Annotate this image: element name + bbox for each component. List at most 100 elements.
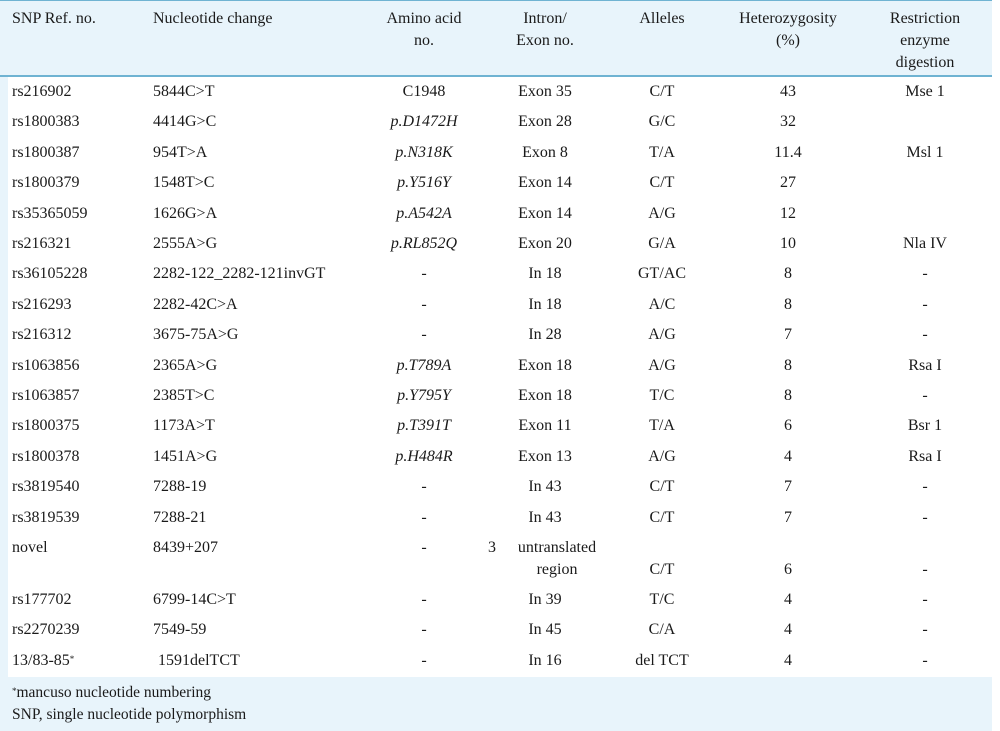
table-row: novel 8439+207 - 3 untranslated region C/T 6 - xyxy=(8,533,992,585)
cell-al: C/T xyxy=(649,478,675,496)
cell-snp: rs1800379 xyxy=(12,174,80,192)
cell-ie: Exon 11 xyxy=(518,417,572,435)
cell-al: del TCT xyxy=(635,651,689,669)
cell-re: - xyxy=(922,591,928,608)
table-row: rs1800375 1173A>T p.T391T Exon 11 T/A 6 Bsr 1 xyxy=(8,411,992,441)
cell-aa: p.A542A xyxy=(396,204,452,222)
cell-al: GT/AC xyxy=(638,265,686,283)
cell-ie: In 45 xyxy=(528,621,562,639)
table-row: rs35365059 1626G>A p.A542A Exon 14 A/G 12 xyxy=(8,199,992,229)
cell-nuc: 8439+207 xyxy=(153,539,219,556)
cell-ie: Exon 20 xyxy=(518,235,572,252)
cell-al: A/G xyxy=(648,326,676,344)
cell-het: 4 xyxy=(784,591,792,608)
cell-aa: - xyxy=(421,295,427,313)
table-row: rs1800383 4414G>C p.D1472H Exon 28 G/C 32 xyxy=(8,107,992,137)
table-row: rs216293 2282-42C>A - In 18 A/C 8 - xyxy=(8,290,992,320)
cell-aa: - xyxy=(421,508,427,526)
cell-re: - xyxy=(922,561,928,578)
cell-al: C/A xyxy=(648,621,676,639)
cell-nuc: 2282-122_2282-121invGT xyxy=(153,265,326,283)
cell-re: Rsa I xyxy=(908,447,942,465)
cell-re: - xyxy=(922,621,928,639)
cell-nuc: 2385T>C xyxy=(153,387,215,404)
cell-re: - xyxy=(922,265,928,283)
header-nucleotide-change: Nucleotide change xyxy=(153,10,273,27)
cell-re: Mse 1 xyxy=(905,83,945,100)
cell-re: Nla IV xyxy=(903,235,947,252)
header-restriction-enzyme: Restriction enzyme digestion xyxy=(889,10,961,71)
table-row: rs1800379 1548T>C p.Y516Y Exon 14 C/T 27 xyxy=(8,168,992,198)
cell-al: T/A xyxy=(649,417,675,435)
cell-re: - xyxy=(922,651,928,669)
cell-het: 8 xyxy=(784,356,792,374)
cell-het: 8 xyxy=(784,387,792,404)
cell-het: 4 xyxy=(784,651,792,669)
cell-ie: In 16 xyxy=(528,651,562,669)
cell-het: 6 xyxy=(784,417,792,435)
cell-snp: rs35365059 xyxy=(12,204,88,222)
table-row: rs216321 2555A>G p.RL852Q Exon 20 G/A 10 Nla I… xyxy=(8,229,992,259)
cell-het: 32 xyxy=(780,113,796,131)
cell-snp: rs2270239 xyxy=(12,621,80,639)
header-amino-acid: Amino acid no. xyxy=(386,10,462,49)
cell-snp: novel xyxy=(12,539,48,556)
cell-al: A/G xyxy=(648,447,676,465)
cell-snp: rs3819540 xyxy=(12,478,80,496)
cell-nuc: 1626G>A xyxy=(153,204,218,222)
cell-snp: rs3819539 xyxy=(12,508,80,526)
cell-re: - xyxy=(922,478,928,496)
cell-het: 10 xyxy=(780,235,796,252)
cell-snp: rs1800387 xyxy=(12,143,80,161)
cell-snp: 13/83-85* xyxy=(12,651,75,669)
cell-aa: - xyxy=(421,478,427,496)
cell-het: 8 xyxy=(784,295,792,313)
cell-het: 7 xyxy=(784,478,792,496)
footnote-abbreviation: SNP, single nucleotide polymorphism xyxy=(12,706,247,723)
cell-re: Rsa I xyxy=(908,356,942,374)
table-row: rs216902 5844C>T C1948 Exon 35 C/T 43 Mse 1 xyxy=(8,77,992,107)
header-intron-exon: Intron/ Exon no. xyxy=(516,10,574,49)
cell-aa: p.T789A xyxy=(396,356,452,374)
cell-het: 4 xyxy=(784,621,792,639)
cell-al: A/G xyxy=(648,356,676,374)
cell-ie: In 43 xyxy=(528,478,562,496)
cell-ie: untranslated xyxy=(517,539,597,556)
cell-re: - xyxy=(922,508,928,526)
cell-het: 43 xyxy=(780,83,796,100)
table-row: rs1063856 2365A>G p.T789A Exon 18 A/G 8 Rsa I xyxy=(8,351,992,381)
cell-het: 7 xyxy=(784,508,792,526)
cell-het: 8 xyxy=(784,265,792,283)
cell-nuc: 3675-75A>G xyxy=(153,326,239,344)
cell-ie: Exon 13 xyxy=(518,447,572,465)
cell-snp: rs1063857 xyxy=(12,387,80,404)
cell-ie: Exon 8 xyxy=(522,143,568,161)
cell-al: T/C xyxy=(649,387,675,404)
cell-al: A/G xyxy=(648,204,676,222)
table-footnotes: *mancuso nucleotide numbering SNP, singl… xyxy=(12,682,246,726)
table-header: SNP Ref. no. Nucleotide change Amino aci… xyxy=(0,2,992,75)
cell-het: 27 xyxy=(780,174,796,192)
table-row: rs1800378 1451A>G p.H484R Exon 13 A/G 4 Rsa I xyxy=(8,442,992,472)
header-snp-ref: SNP Ref. no. xyxy=(12,10,96,27)
cell-nuc: 2555A>G xyxy=(153,235,218,252)
cell-nuc: 1451A>G xyxy=(153,447,218,465)
cell-re: - xyxy=(922,326,928,344)
table-row: rs3819540 7288-19 - In 43 C/T 7 - xyxy=(8,472,992,502)
table-row: rs177702 6799-14C>T - In 39 T/C 4 - xyxy=(8,585,992,615)
cell-al: A/C xyxy=(648,295,676,313)
cell-al: C/T xyxy=(649,561,675,578)
cell-re: Bsr 1 xyxy=(907,417,943,435)
cell-ie-num: 3 xyxy=(488,539,496,556)
cell-re: - xyxy=(922,387,928,404)
cell-snp: rs1800383 xyxy=(12,113,80,131)
cell-snp: rs216321 xyxy=(12,235,72,252)
header-alleles: Alleles xyxy=(639,10,685,27)
cell-snp: rs216312 xyxy=(12,326,72,344)
table-row: rs3819539 7288-21 - In 43 C/T 7 - xyxy=(8,503,992,533)
cell-aa: p.N318K xyxy=(395,143,453,161)
cell-nuc: 1173A>T xyxy=(153,417,215,435)
cell-nuc: 2282-42C>A xyxy=(153,295,238,313)
cell-ie: Exon 14 xyxy=(518,204,572,222)
cell-aa: p.Y516Y xyxy=(397,174,451,192)
